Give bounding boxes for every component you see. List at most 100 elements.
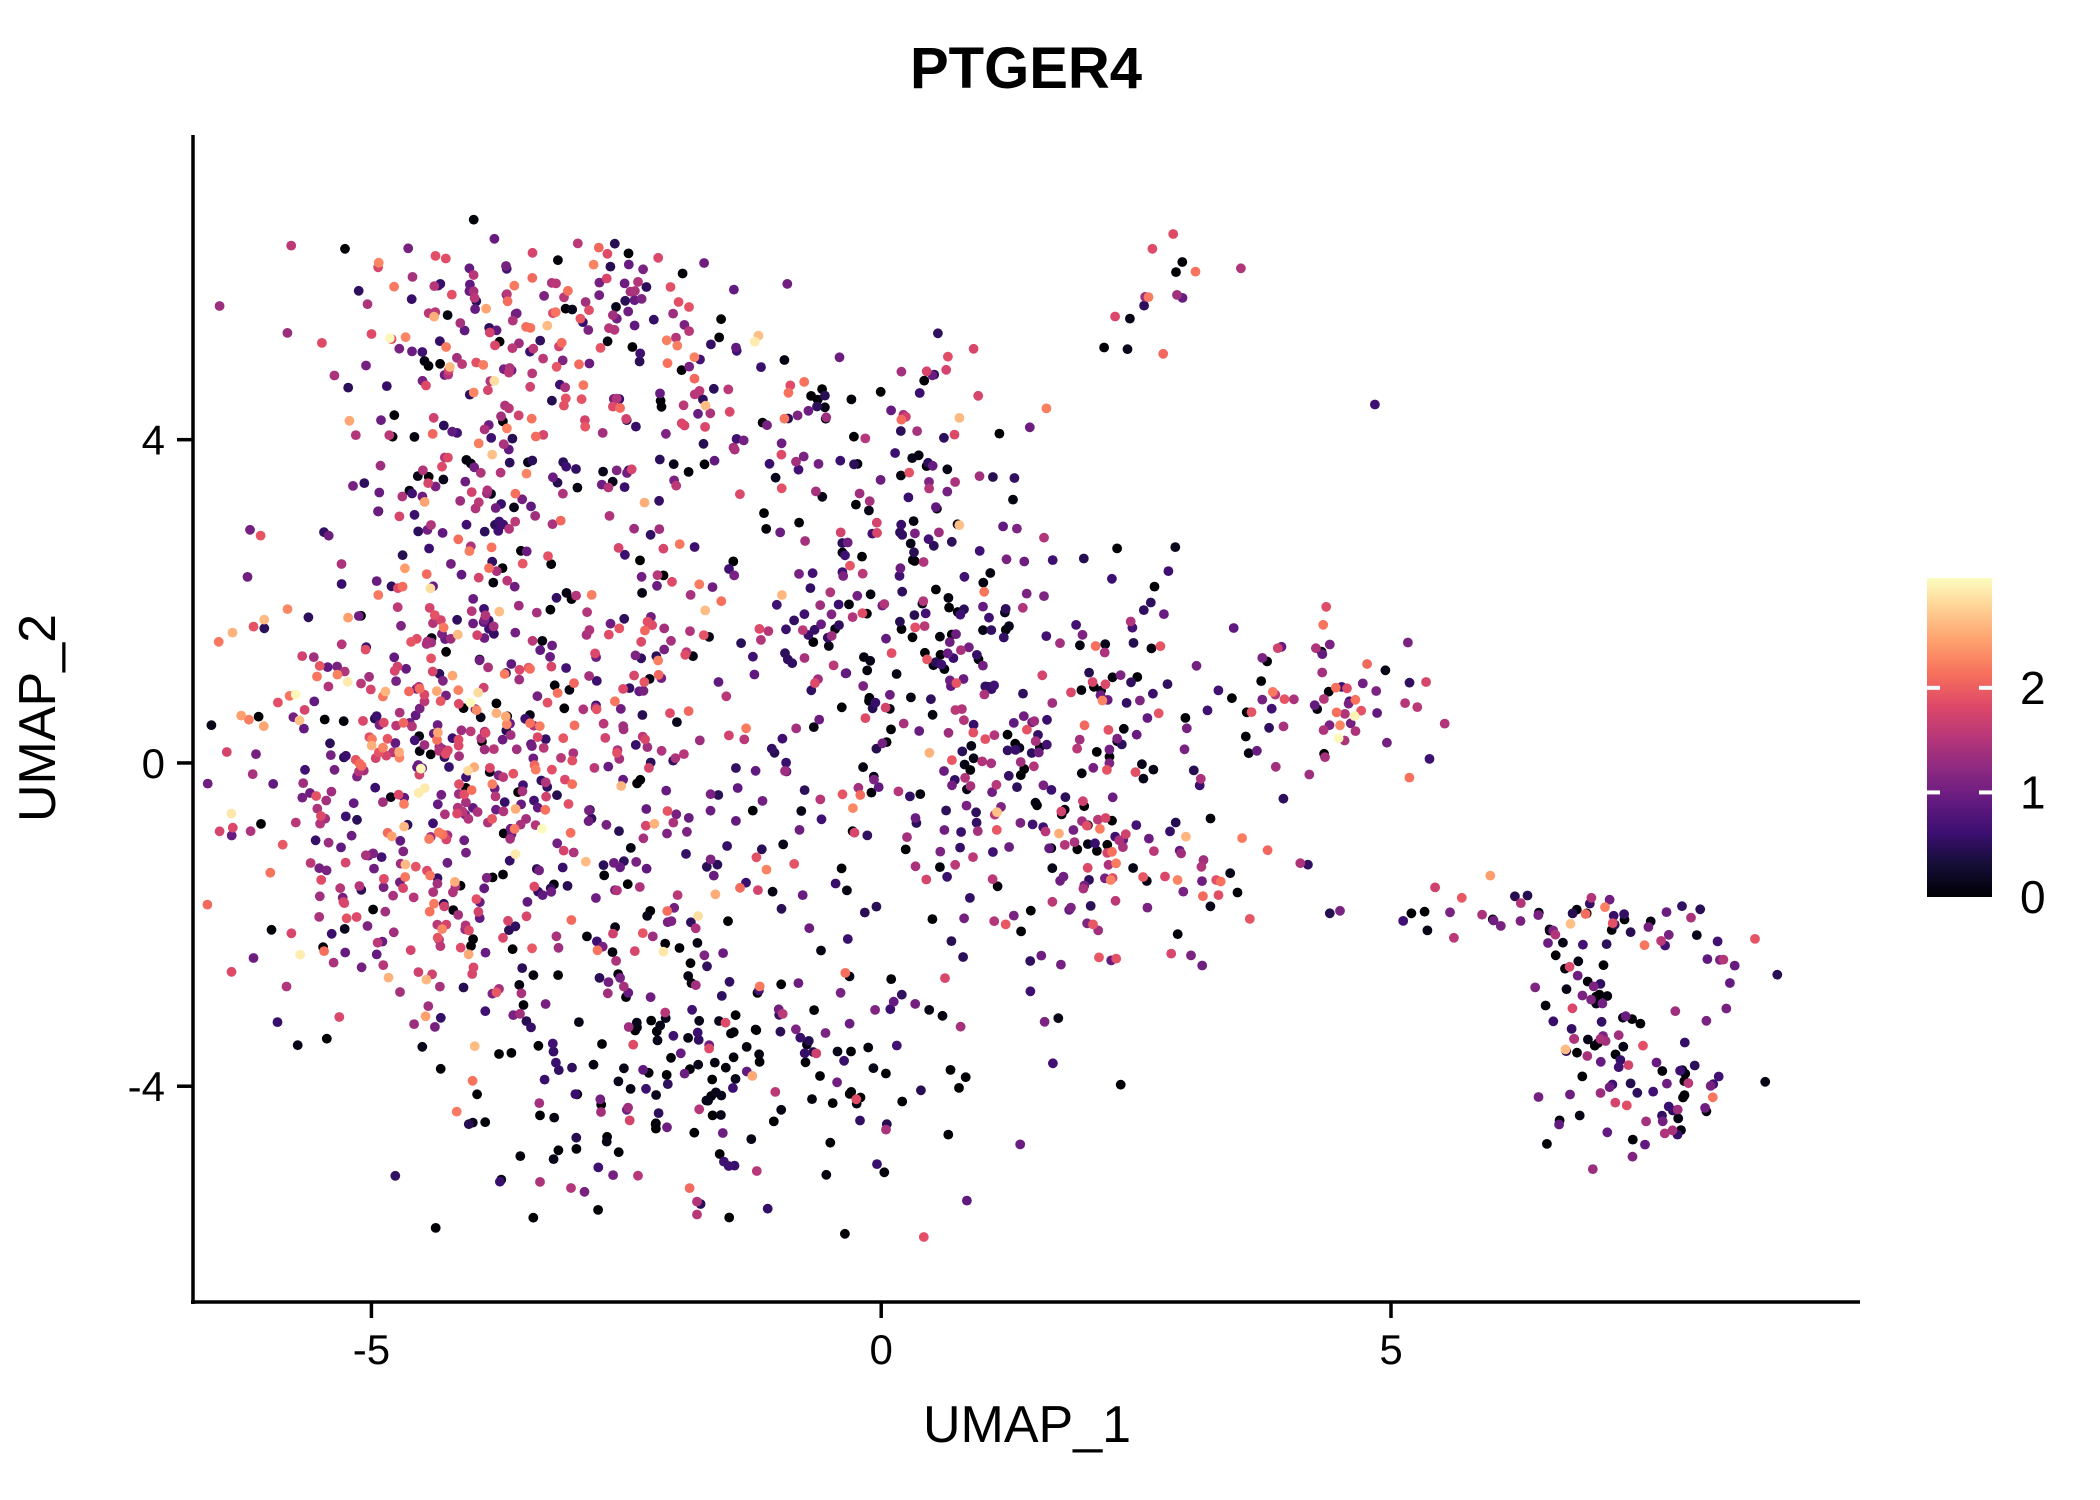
cell-point <box>950 705 961 715</box>
cell-point <box>466 785 477 795</box>
cell-point <box>445 362 455 372</box>
cell-point <box>461 847 471 858</box>
cell-point <box>359 478 370 488</box>
cell-point <box>704 1043 714 1054</box>
cell-point <box>558 488 568 499</box>
cell-point <box>502 423 512 434</box>
cell-point <box>858 762 868 773</box>
cell-point <box>1069 837 1080 847</box>
cell-point <box>1278 721 1289 732</box>
cell-point <box>1656 936 1666 946</box>
cell-point <box>858 681 869 691</box>
cell-point <box>568 748 579 758</box>
cell-point <box>1610 1097 1621 1108</box>
cell-point <box>421 380 431 391</box>
cell-point <box>484 327 495 338</box>
cell-point <box>378 717 389 728</box>
cell-point <box>453 534 464 545</box>
cell-point <box>1700 1103 1710 1113</box>
cell-point <box>1112 543 1122 554</box>
cell-point <box>572 482 583 493</box>
cell-point <box>816 945 826 956</box>
cell-point <box>814 714 825 725</box>
cell-point <box>382 733 393 744</box>
cell-point <box>1039 1016 1050 1027</box>
cell-point <box>833 599 844 610</box>
cell-point <box>826 631 837 641</box>
cell-point <box>292 1040 303 1051</box>
cell-point <box>1412 702 1423 712</box>
cell-point <box>840 550 850 561</box>
cell-point <box>635 555 645 566</box>
cell-point <box>463 1119 474 1130</box>
cell-point <box>371 711 382 721</box>
cell-point <box>416 763 426 774</box>
cell-point <box>1100 639 1111 650</box>
cell-point <box>1639 940 1650 951</box>
cell-point <box>905 538 916 549</box>
cell-point <box>447 426 458 437</box>
cell-point <box>1196 861 1207 872</box>
cell-point <box>942 648 953 659</box>
cell-point <box>455 496 466 506</box>
cell-point <box>414 703 425 714</box>
cell-point <box>479 744 490 755</box>
cell-point <box>940 973 950 983</box>
cell-point <box>479 883 490 894</box>
cell-point <box>443 452 453 463</box>
cell-point <box>633 1170 643 1181</box>
cell-point <box>567 1062 577 1073</box>
cell-point <box>683 706 694 716</box>
cell-point <box>560 382 571 393</box>
cell-point <box>567 304 578 315</box>
cell-point <box>871 901 882 912</box>
cell-point <box>202 778 213 789</box>
cell-point <box>490 791 501 802</box>
cell-point <box>1060 792 1071 803</box>
cell-point <box>754 1049 764 1060</box>
cell-point <box>906 692 916 703</box>
cell-point <box>566 1183 576 1193</box>
cell-point <box>799 653 810 663</box>
cell-point <box>413 967 424 977</box>
cell-point <box>626 464 637 475</box>
cell-point <box>1561 984 1572 995</box>
cell-point <box>409 432 420 442</box>
cell-point <box>491 698 502 709</box>
cell-point <box>569 678 579 688</box>
cell-point <box>778 839 789 850</box>
cell-point <box>1577 990 1588 1001</box>
cell-point <box>611 956 621 966</box>
cell-point <box>1311 643 1321 654</box>
cell-point <box>429 610 440 620</box>
cell-point <box>526 1022 536 1033</box>
cell-point <box>592 945 603 956</box>
cell-point <box>639 677 650 687</box>
cell-point <box>1038 780 1049 791</box>
cell-point <box>1495 921 1506 931</box>
cell-point <box>438 675 448 686</box>
cell-point <box>488 621 499 632</box>
cell-point <box>964 642 974 653</box>
cell-point <box>1148 688 1158 699</box>
cell-point <box>895 426 906 436</box>
cell-point <box>781 757 791 768</box>
cell-point <box>537 890 548 900</box>
cell-point <box>848 803 858 813</box>
cell-point <box>591 893 601 903</box>
cell-point <box>987 874 998 885</box>
cell-point <box>1712 936 1723 947</box>
x-tick-label: -5 <box>353 1326 390 1373</box>
cell-point <box>927 460 938 471</box>
cell-point <box>472 807 483 817</box>
cell-point <box>974 471 985 482</box>
cell-point <box>388 927 399 938</box>
cell-point <box>325 738 335 749</box>
cell-point <box>556 753 566 763</box>
cell-point <box>478 360 489 370</box>
cell-point <box>1309 700 1320 711</box>
cell-point <box>540 999 551 1009</box>
cell-point <box>908 516 919 526</box>
cell-point <box>998 632 1009 643</box>
cell-point <box>251 749 261 759</box>
